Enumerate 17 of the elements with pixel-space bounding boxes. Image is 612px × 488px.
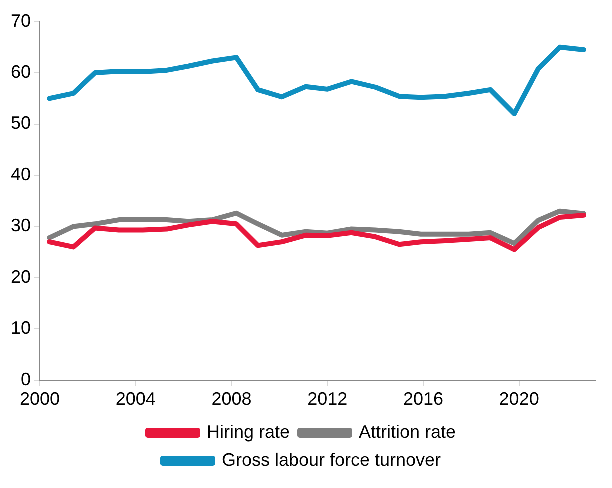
x-tick-label: 2020 [499, 389, 540, 410]
x-tick-label: 2000 [20, 389, 60, 410]
legend-label: Gross labour force turnover [222, 450, 442, 470]
y-tick-label: 30 [10, 216, 32, 236]
y-tick-label: 20 [10, 266, 32, 287]
y-tick-label: 10 [10, 318, 32, 338]
y-tick-label: 70 [10, 10, 32, 31]
y-tick-label: 40 [10, 164, 32, 184]
x-tick-label: 2012 [308, 389, 348, 410]
legend-label: Hiring rate [206, 422, 290, 442]
x-tick-label: 2016 [403, 389, 444, 410]
y-tick-label: 0 [21, 369, 32, 390]
y-tick-label: 50 [10, 113, 32, 134]
x-tick-label: 2004 [116, 389, 156, 410]
y-tick-label: 60 [10, 62, 32, 82]
legend-label: Attrition rate [358, 422, 456, 442]
x-tick-label: 2008 [212, 389, 252, 410]
